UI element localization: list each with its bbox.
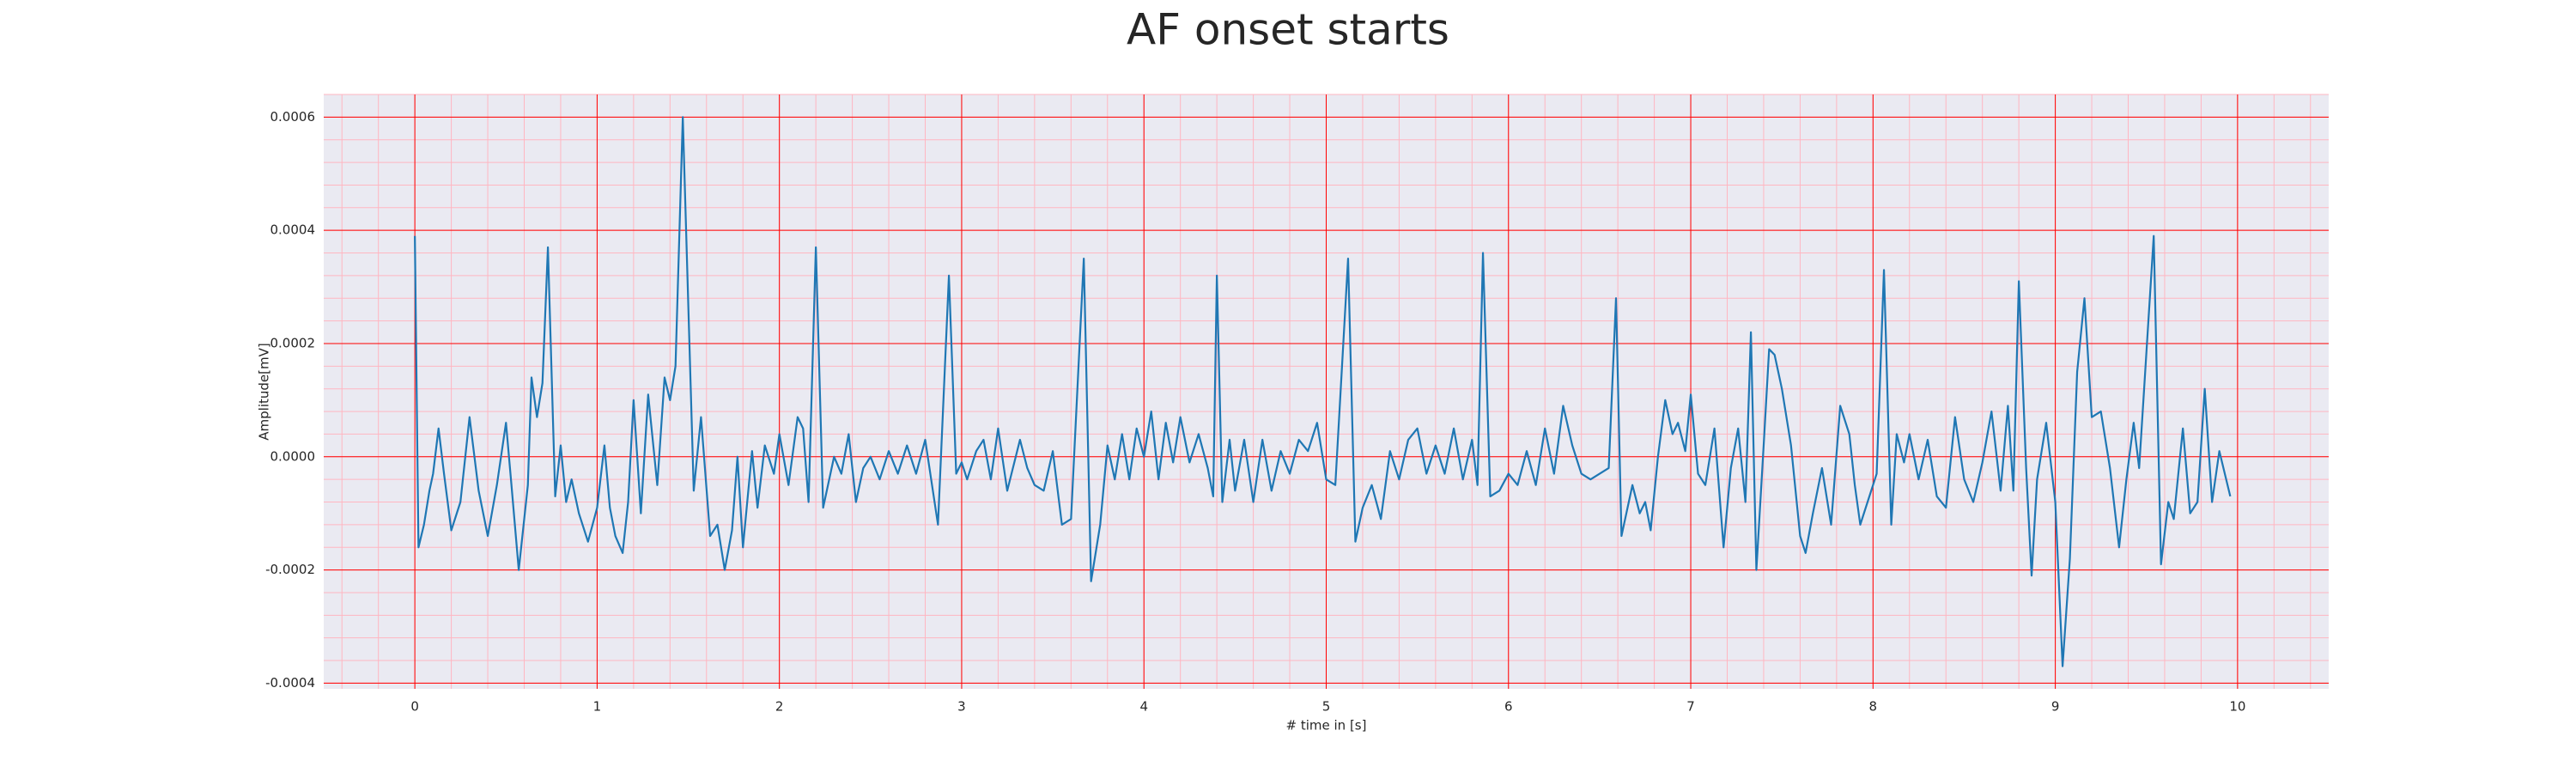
y-tick-label: 0.0002 (270, 335, 316, 350)
x-tick-label: 5 (1322, 699, 1331, 715)
y-tick-label: 0.0004 (270, 222, 316, 238)
x-tick-label: 7 (1686, 699, 1695, 715)
x-tick-label: 2 (775, 699, 784, 715)
x-tick-label: 8 (1869, 699, 1878, 715)
y-tick-label: 0.0006 (270, 109, 316, 125)
x-axis-label: # time in [s] (1286, 718, 1367, 733)
x-tick-label: 9 (2051, 699, 2060, 715)
y-tick-label: 0.0000 (270, 448, 316, 464)
y-tick-label: -0.0002 (265, 562, 315, 577)
x-tick-label: 6 (1504, 699, 1513, 715)
y-axis-label: Amplitude[mV] (257, 343, 272, 440)
x-tick-label: 0 (410, 699, 419, 715)
x-tick-label: 4 (1139, 699, 1148, 715)
x-tick-label: 3 (957, 699, 966, 715)
x-tick-label: 1 (593, 699, 602, 715)
chart-title: AF onset starts (1127, 5, 1449, 55)
x-tick-label: 10 (2229, 699, 2245, 715)
y-tick-label: -0.0004 (265, 675, 315, 691)
data-line (414, 116, 2232, 667)
